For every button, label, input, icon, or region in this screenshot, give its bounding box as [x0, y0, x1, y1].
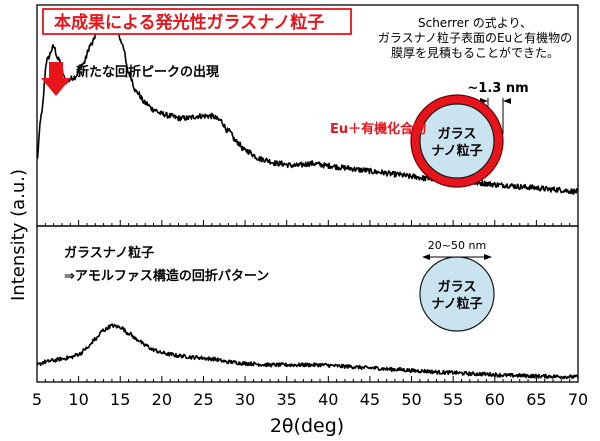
- x-tick-label: 50: [401, 390, 421, 409]
- x-tick-label: 40: [318, 390, 338, 409]
- x-axis-tick-labels: 5 10 15 20 25 30 35 40 45 50 55 60 65 70: [32, 390, 588, 409]
- shell-particle-core: [419, 103, 495, 179]
- scherrer-line-1: Scherrer の式より、: [418, 16, 532, 30]
- scherrer-line-3: 膜厚を見積もることができた。: [391, 45, 559, 60]
- y-axis-label: Intensity (a.u.): [8, 169, 29, 301]
- x-tick-label: 35: [277, 390, 297, 409]
- x-tick-label: 20: [152, 390, 172, 409]
- size-label: 20~50 nm: [428, 239, 486, 252]
- bottom-panel-frame: [36, 225, 579, 383]
- bottom-title: ガラスナノ粒子: [64, 245, 154, 261]
- thickness-label: ~1.3 nm: [467, 81, 528, 96]
- new-peak-arrow: [41, 62, 71, 96]
- xrd-curve-bottom: [36, 323, 579, 380]
- shell-label: Eu＋有機化合物: [330, 121, 426, 137]
- x-tick-label: 45: [360, 390, 380, 409]
- x-tick-label: 5: [32, 390, 42, 409]
- size-arrow-right: [484, 254, 492, 260]
- bottom-particle-label-1: ガラス: [438, 280, 477, 295]
- new-peak-label: 新たな回折ピークの出現: [76, 64, 219, 80]
- size-arrow-left: [422, 254, 430, 260]
- x-tick-label: 55: [443, 390, 463, 409]
- bare-particle: [419, 256, 495, 332]
- bottom-subtitle: ⇒アモルファス構造の回折パターン: [64, 268, 269, 284]
- top-title-box: [42, 8, 352, 35]
- x-tick-label: 15: [110, 390, 130, 409]
- scherrer-line-2: ガラスナノ粒子表面のEuと有機物の: [378, 30, 572, 45]
- x-tick-label: 70: [568, 390, 588, 409]
- top-particle-label-2: ナノ粒子: [431, 143, 482, 159]
- top-particle-label-1: ガラス: [438, 127, 477, 142]
- xrd-curve-top: [36, 13, 579, 195]
- x-tick-label: 65: [526, 390, 546, 409]
- x-axis-ticks: [36, 220, 579, 382]
- thickness-arrow-right: [503, 98, 511, 104]
- bottom-particle-label-2: ナノ粒子: [431, 296, 482, 312]
- x-tick-label: 25: [193, 390, 213, 409]
- top-title: 本成果による発光性ガラスナノ粒子: [54, 12, 324, 33]
- x-axis-label: 2θ(deg): [270, 415, 344, 437]
- x-tick-label: 10: [68, 390, 88, 409]
- x-tick-label: 30: [235, 390, 255, 409]
- x-tick-label: 60: [485, 390, 505, 409]
